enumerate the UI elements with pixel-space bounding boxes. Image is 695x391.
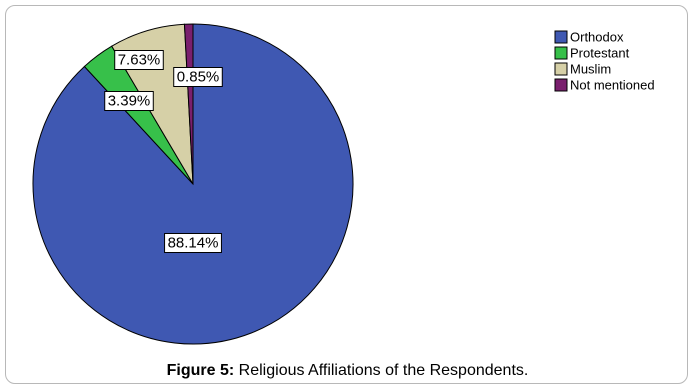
legend-label: Protestant bbox=[570, 46, 630, 61]
slice-label-protestant: 3.39% bbox=[104, 91, 154, 111]
svg-text:0.85%: 0.85% bbox=[177, 69, 220, 86]
legend-swatch bbox=[554, 46, 568, 60]
legend-swatch bbox=[554, 78, 568, 92]
figure-label: Figure 5: bbox=[166, 362, 235, 379]
legend-label: Orthodox bbox=[570, 30, 624, 45]
legend-item-not-mentioned: Not mentioned bbox=[554, 78, 655, 93]
pie-labels: 88.14% 3.39% 7.63% 0.85% bbox=[104, 50, 223, 253]
svg-text:7.63%: 7.63% bbox=[118, 52, 161, 69]
legend-item-muslim: Muslim bbox=[554, 62, 611, 77]
pie-slice-not-mentioned bbox=[183, 23, 194, 185]
figure-caption: Figure 5: Religious Affiliations of the … bbox=[0, 362, 695, 380]
svg-text:3.39%: 3.39% bbox=[108, 93, 151, 110]
legend-swatch bbox=[554, 30, 568, 44]
legend-item-protestant: Protestant bbox=[554, 46, 630, 61]
figure-caption-text: Religious Affiliations of the Respondent… bbox=[238, 362, 529, 379]
legend-item-orthodox: Orthodox bbox=[554, 30, 624, 45]
legend-label: Muslim bbox=[570, 62, 611, 77]
legend-label: Not mentioned bbox=[570, 78, 655, 93]
slice-label-orthodox: 88.14% bbox=[164, 233, 222, 253]
slice-label-muslim: 7.63% bbox=[114, 50, 164, 70]
svg-text:88.14%: 88.14% bbox=[168, 235, 219, 252]
slice-label-not-mentioned: 0.85% bbox=[173, 67, 223, 87]
legend-swatch bbox=[554, 62, 568, 76]
